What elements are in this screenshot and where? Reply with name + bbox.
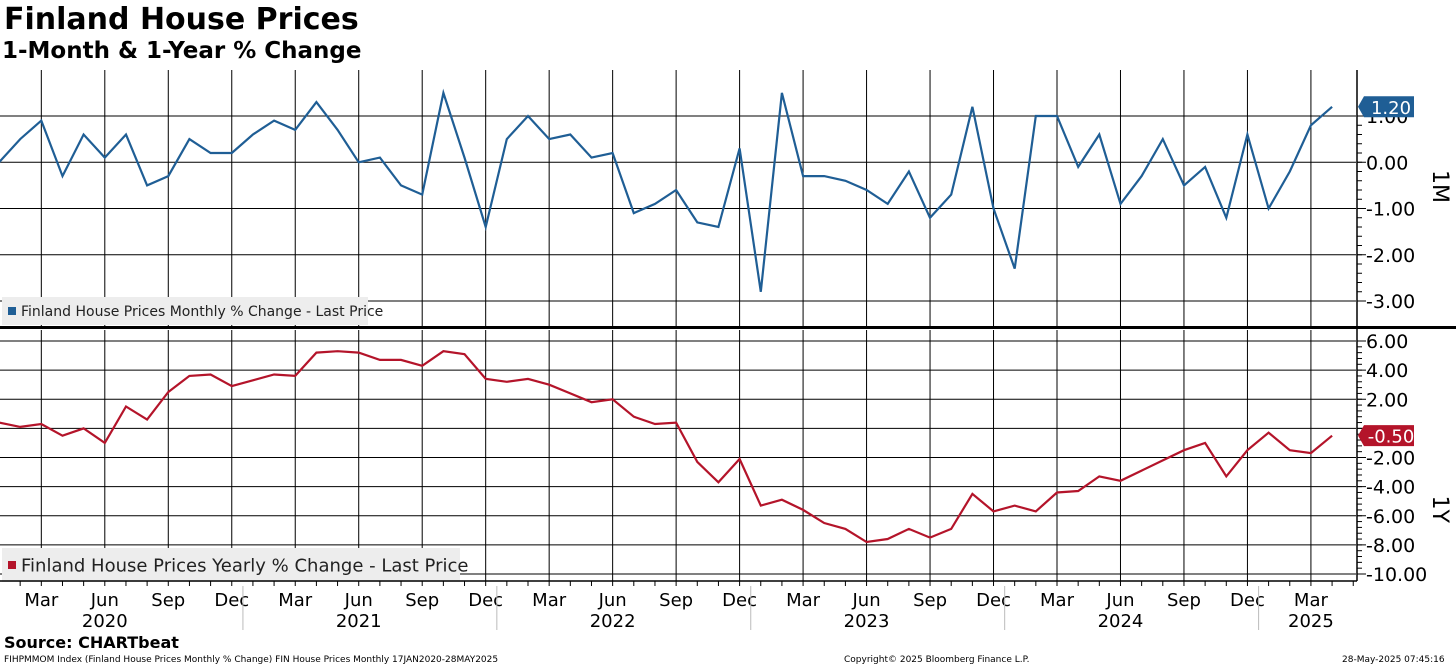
source-label: Source: CHARTbeat bbox=[4, 633, 179, 652]
y-tick-label: 6.00 bbox=[1366, 331, 1408, 353]
x-axis: Mar Jun Sep Dec Mar Jun Sep Dec Mar Jun Sep Dec Mar J… bbox=[0, 581, 1353, 632]
bottom-panel-y-ticks: 6.00 4.00 2.00 -2.00 -4.00 -6.00 -8.00 -10.00 1Y bbox=[1357, 331, 1452, 586]
legend-swatch bbox=[8, 561, 16, 569]
y-axis-label: 1M bbox=[1427, 170, 1452, 203]
y-axis-label: 1Y bbox=[1427, 496, 1452, 524]
x-year-label: 2024 bbox=[1098, 611, 1144, 632]
timestamp: 28-May-2025 07:45:16 bbox=[1342, 655, 1445, 665]
x-month-label: Jun bbox=[1105, 590, 1134, 611]
y-tick-label: -8.00 bbox=[1366, 535, 1415, 557]
yearly-series-line bbox=[0, 351, 1332, 542]
top-panel-legend: Finland House Prices Monthly % Change - … bbox=[2, 297, 383, 325]
copyright: Copyright© 2025 Bloomberg Finance L.P. bbox=[844, 655, 1029, 665]
x-year-label: 2022 bbox=[590, 611, 636, 632]
x-year-label: 2021 bbox=[336, 611, 382, 632]
x-month-label: Mar bbox=[532, 590, 567, 611]
y-tick-label: -2.00 bbox=[1366, 245, 1415, 267]
legend-label: Finland House Prices Monthly % Change - … bbox=[21, 304, 383, 320]
x-month-label: Dec bbox=[976, 590, 1011, 611]
y-tick-label: -4.00 bbox=[1366, 477, 1415, 499]
y-tick-label: 2.00 bbox=[1366, 389, 1408, 411]
bottom-panel-grid bbox=[0, 330, 1356, 581]
x-month-label: Sep bbox=[913, 590, 947, 611]
x-month-label: Sep bbox=[659, 590, 693, 611]
x-month-label: Dec bbox=[1230, 590, 1265, 611]
y-tick-label: -10.00 bbox=[1366, 564, 1427, 586]
index-info: FIHPMMOM Index (Finland House Prices Mon… bbox=[4, 655, 498, 665]
x-month-label: Mar bbox=[1040, 590, 1075, 611]
x-month-label: Dec bbox=[722, 590, 757, 611]
x-month-label: Sep bbox=[405, 590, 439, 611]
monthly-series-line bbox=[0, 93, 1332, 292]
legend-label: Finland House Prices Yearly % Change - L… bbox=[21, 555, 468, 576]
legend-swatch bbox=[8, 307, 16, 315]
x-month-label: Mar bbox=[278, 590, 313, 611]
bottom-panel-series bbox=[0, 351, 1332, 542]
y-tick-label: 0.00 bbox=[1366, 152, 1408, 174]
x-month-label: Jun bbox=[344, 590, 373, 611]
x-month-label: Jun bbox=[851, 590, 880, 611]
axes bbox=[0, 70, 1456, 581]
x-month-label: Dec bbox=[468, 590, 503, 611]
x-month-label: Sep bbox=[151, 590, 185, 611]
x-month-label: Mar bbox=[786, 590, 821, 611]
last-value-label: 1.20 bbox=[1371, 98, 1411, 119]
x-year-label: 2020 bbox=[82, 611, 128, 632]
x-year-label: 2025 bbox=[1288, 611, 1334, 632]
y-tick-label: -6.00 bbox=[1366, 506, 1415, 528]
x-month-label: Mar bbox=[1294, 590, 1329, 611]
bottom-panel-legend: Finland House Prices Yearly % Change - L… bbox=[2, 548, 468, 582]
x-month-label: Sep bbox=[1167, 590, 1201, 611]
top-panel-grid bbox=[0, 70, 1356, 326]
y-tick-label: 4.00 bbox=[1366, 360, 1408, 382]
y-tick-label: -2.00 bbox=[1366, 448, 1415, 470]
x-month-label: Dec bbox=[214, 590, 249, 611]
x-month-label: Jun bbox=[598, 590, 627, 611]
x-month-label: Mar bbox=[24, 590, 59, 611]
top-panel-series bbox=[0, 93, 1332, 292]
y-tick-label: -3.00 bbox=[1366, 291, 1415, 313]
x-year-label: 2023 bbox=[844, 611, 890, 632]
x-month-label: Jun bbox=[90, 590, 119, 611]
y-tick-label: -1.00 bbox=[1366, 199, 1415, 221]
last-value-label: -0.50 bbox=[1368, 427, 1415, 448]
